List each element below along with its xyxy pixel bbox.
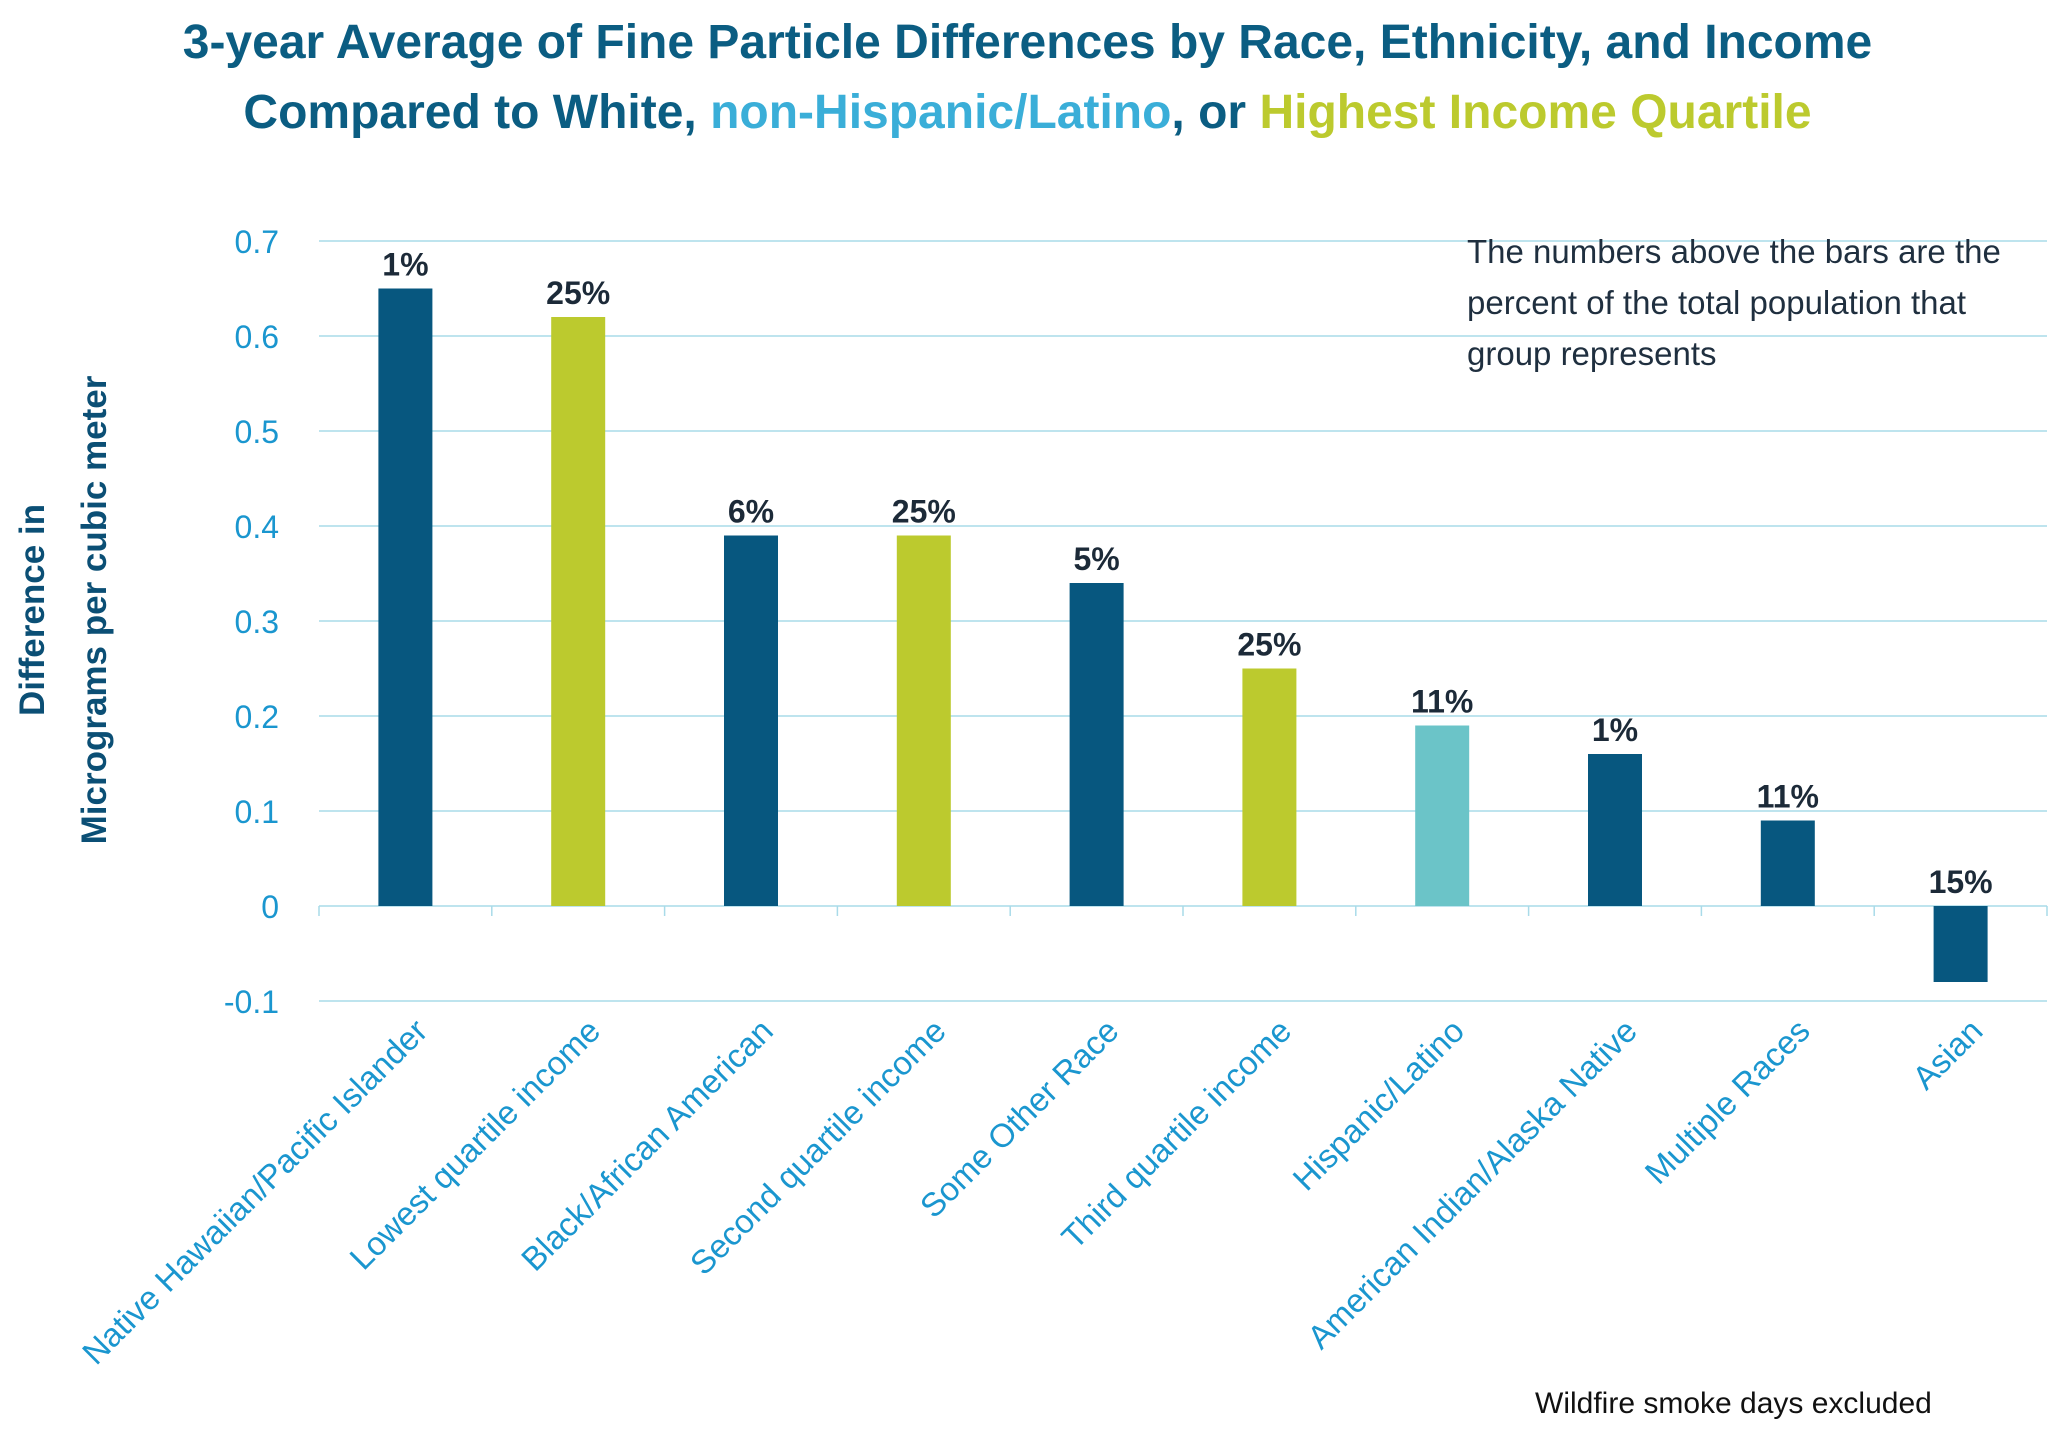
title-hispanic-highlight: non-Hispanic/Latino [710, 86, 1172, 139]
title-compared-text: Compared to White, [243, 86, 711, 139]
data-label: 1% [382, 247, 428, 283]
bar [1415, 725, 1470, 906]
y-tick-label: 0 [261, 889, 279, 925]
chart-title: 3-year Average of Fine Particle Differen… [0, 8, 2055, 148]
x-tick-label: Multiple Races [1638, 1012, 1817, 1191]
bar [896, 535, 951, 906]
data-label: 25% [1237, 627, 1301, 663]
data-label: 6% [728, 494, 774, 530]
x-tick-label: Asian [1905, 1012, 1990, 1097]
title-line-1: 3-year Average of Fine Particle Differen… [182, 16, 1873, 69]
bar [1069, 583, 1124, 906]
y-tick-label: -0.1 [224, 984, 279, 1020]
y-tick-label: 0.7 [235, 224, 279, 260]
bar [724, 535, 778, 906]
y-tick-label: 0.2 [235, 699, 279, 735]
y-tick-label: 0.5 [235, 414, 279, 450]
x-tick-label: American Indian/Alaska Native [1300, 1012, 1644, 1356]
footnote: Wildfire smoke days excluded [1535, 1387, 1932, 1420]
bar [1242, 668, 1297, 906]
data-label: 11% [1411, 684, 1473, 720]
data-label: 25% [892, 494, 956, 530]
y-tick-label: 0.1 [235, 794, 279, 830]
title-income-highlight: Highest Income Quartile [1259, 86, 1812, 139]
data-label: 11% [1757, 779, 1819, 815]
bar [1933, 906, 1988, 982]
y-tick-label: 0.4 [235, 509, 279, 545]
bar [378, 288, 433, 906]
bar [1588, 754, 1642, 906]
data-label: 5% [1073, 541, 1119, 577]
bar [1760, 820, 1815, 906]
title-line-2: Compared to White, non-Hispanic/Latino, … [0, 78, 2055, 148]
x-tick-label: Native Hawaiian/Pacific Islander [75, 1012, 434, 1371]
data-label: 15% [1929, 864, 1993, 900]
y-tick-label: 0.3 [235, 604, 279, 640]
data-label: 1% [1592, 712, 1638, 748]
bar [551, 317, 606, 906]
y-tick-label: 0.6 [235, 319, 279, 355]
data-label: 25% [546, 275, 610, 311]
chart-note: The numbers above the bars are the perce… [1467, 233, 2001, 372]
x-tick-label: Hispanic/Latino [1285, 1012, 1471, 1198]
title-or-text: , or [1171, 86, 1260, 139]
